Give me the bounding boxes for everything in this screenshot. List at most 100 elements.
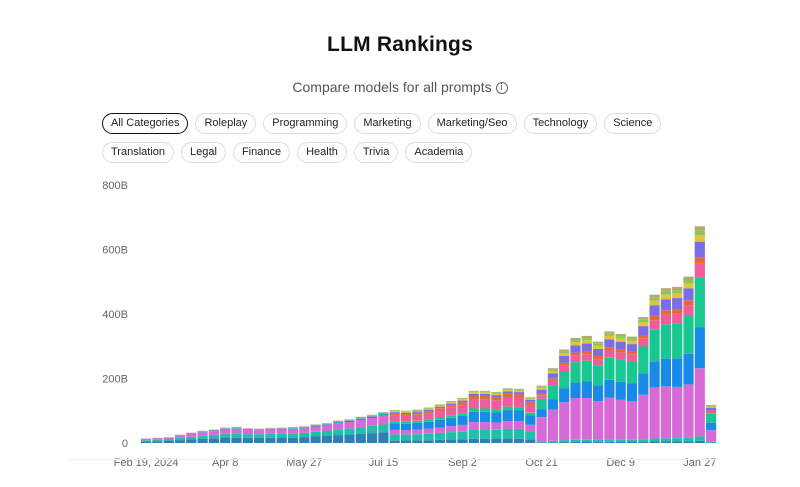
bar-segment[interactable] [468,422,479,430]
bar-segment[interactable] [197,435,208,439]
bar-stack[interactable] [141,438,152,443]
bar-segment[interactable] [367,426,378,434]
bar-segment[interactable] [434,404,445,406]
bar-segment[interactable] [660,294,671,300]
bar-segment[interactable] [604,333,615,336]
bar-segment[interactable] [310,426,321,432]
bar-segment[interactable] [559,356,570,363]
bar-segment[interactable] [604,379,615,398]
bar-segment[interactable] [593,365,604,386]
bar-segment[interactable] [412,411,423,413]
bar-stack[interactable] [276,427,287,444]
bar-segment[interactable] [491,429,502,439]
bar-segment[interactable] [254,430,265,435]
bar-segment[interactable] [242,437,253,443]
bar-segment[interactable] [480,391,491,393]
bar-segment[interactable] [412,414,423,421]
chip-roleplay[interactable]: Roleplay [195,113,257,134]
bar-segment[interactable] [389,411,400,413]
bar-segment[interactable] [310,425,321,427]
bar-segment[interactable] [706,407,717,411]
bar-segment[interactable] [434,408,445,411]
bar-segment[interactable] [378,414,389,416]
bar-stack[interactable] [593,341,604,443]
bar-segment[interactable] [412,420,423,423]
bar-segment[interactable] [615,338,626,342]
bar-segment[interactable] [683,276,694,280]
bar-segment[interactable] [660,288,671,292]
bar-segment[interactable] [423,413,434,420]
bar-segment[interactable] [344,421,355,422]
bar-segment[interactable] [547,368,558,370]
bar-stack[interactable] [615,334,626,443]
bar-segment[interactable] [163,441,174,443]
bar-segment[interactable] [694,257,705,264]
bar-segment[interactable] [378,432,389,443]
bar-segment[interactable] [423,428,434,434]
bar-segment[interactable] [480,422,491,430]
bar-segment[interactable] [672,290,683,294]
bar-segment[interactable] [559,351,570,354]
bar-segment[interactable] [378,415,389,425]
bar-stack[interactable] [400,410,412,443]
bar-segment[interactable] [423,419,434,422]
bar-stack[interactable] [626,336,638,443]
bar-segment[interactable] [581,343,592,352]
bar-segment[interactable] [593,343,604,346]
bar-segment[interactable] [480,396,491,400]
bar-segment[interactable] [412,412,423,415]
bar-segment[interactable] [593,356,604,360]
bar-segment[interactable] [570,342,581,346]
bar-segment[interactable] [344,428,355,435]
bar-segment[interactable] [513,392,525,395]
bar-segment[interactable] [513,394,525,398]
bar-segment[interactable] [559,402,570,441]
bar-segment[interactable] [141,439,152,441]
chip-health[interactable]: Health [297,142,347,163]
chip-all-categories[interactable]: All Categories [102,113,189,134]
bar-segment[interactable] [321,431,332,436]
bar-segment[interactable] [559,442,570,443]
bar-stack[interactable] [152,437,163,443]
bar-segment[interactable] [468,392,479,394]
bar-stack[interactable] [254,428,265,444]
bar-segment[interactable] [197,438,208,443]
bar-segment[interactable] [706,405,717,407]
bar-segment[interactable] [547,385,558,400]
bar-segment[interactable] [434,439,445,443]
bar-segment[interactable] [276,428,287,430]
bar-stack[interactable] [446,401,457,443]
bar-segment[interactable] [480,438,491,443]
bar-segment[interactable] [570,441,581,443]
bar-segment[interactable] [400,434,412,441]
bar-segment[interactable] [242,434,253,438]
bar-segment[interactable] [683,288,694,301]
bar-stack[interactable] [174,434,186,443]
bar-segment[interactable] [389,421,400,424]
bar-segment[interactable] [672,298,683,310]
bar-segment[interactable] [389,423,400,430]
bar-segment[interactable] [220,437,231,443]
bar-stack[interactable] [638,317,649,443]
bar-segment[interactable] [457,424,468,432]
bar-segment[interactable] [649,387,660,439]
bar-segment[interactable] [683,315,694,354]
bar-segment[interactable] [287,433,299,438]
bar-segment[interactable] [694,368,705,437]
bar-segment[interactable] [570,439,581,442]
bar-segment[interactable] [547,380,558,386]
bar-stack[interactable] [570,337,581,443]
bar-segment[interactable] [536,442,547,443]
bar-segment[interactable] [683,441,694,443]
bar-segment[interactable] [683,280,694,284]
bar-segment[interactable] [197,431,208,433]
bar-segment[interactable] [400,414,412,416]
bar-segment[interactable] [423,440,434,443]
bar-segment[interactable] [355,433,366,443]
bar-segment[interactable] [491,422,502,430]
bar-segment[interactable] [513,428,525,439]
bar-segment[interactable] [446,407,457,416]
bar-stack[interactable] [378,412,389,443]
bar-segment[interactable] [547,442,558,443]
bar-segment[interactable] [480,393,491,396]
